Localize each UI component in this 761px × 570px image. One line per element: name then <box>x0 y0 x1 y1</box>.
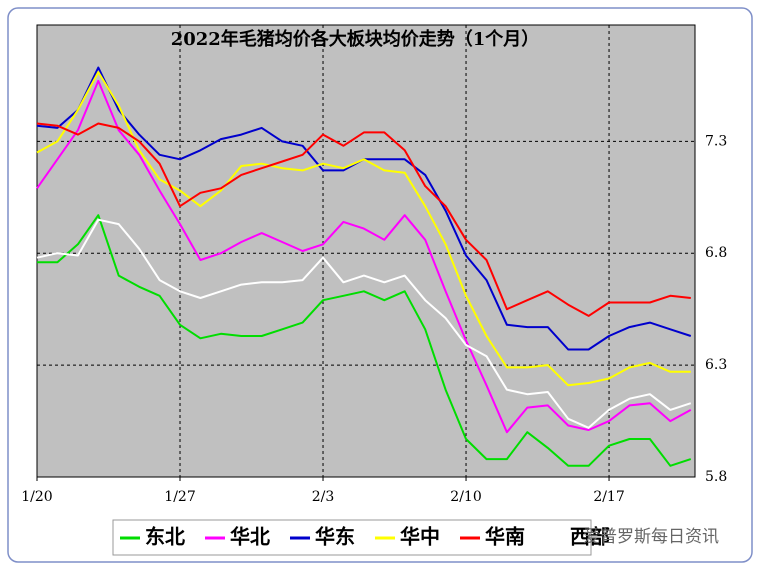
plot-area: 5.8 6.3 6.8 7.3 1/20 1/27 2/3 2/10 2/17 <box>21 24 727 505</box>
x-tick-label: 2/3 <box>312 489 335 505</box>
x-tick-label: 2/17 <box>593 489 624 505</box>
x-tick-label: 2/10 <box>450 489 481 505</box>
legend-label: 东北 <box>145 525 185 549</box>
x-tick-label: 1/20 <box>21 489 52 505</box>
legend-label: 华北 <box>230 525 270 549</box>
plot-border <box>36 24 696 478</box>
legend-label: 华中 <box>400 525 440 549</box>
plot-background <box>37 25 695 477</box>
series-line <box>36 71 691 387</box>
y-tick-label: 5.8 <box>705 469 727 485</box>
legend-items: 东北 华北 华东 华中 华南 西部 <box>120 525 610 549</box>
legend-label: 华东 <box>315 525 355 549</box>
legend-label: 华南 <box>485 525 525 549</box>
series-line <box>36 218 692 429</box>
series-line <box>36 79 692 434</box>
legend <box>112 519 592 556</box>
series-line <box>36 122 691 317</box>
y-tick-label: 7.3 <box>705 133 727 149</box>
legend-label: 西部 <box>570 525 610 549</box>
y-tick-label: 6.8 <box>705 245 727 261</box>
watermark: 爱普罗斯每日资讯 <box>583 527 719 547</box>
series-line <box>37 214 692 467</box>
y-tick-label: 6.3 <box>705 357 727 373</box>
chart-title: 2022年毛猪均价各大板块均价走势（1个月） <box>171 28 540 50</box>
x-tick-label: 1/27 <box>164 489 195 505</box>
